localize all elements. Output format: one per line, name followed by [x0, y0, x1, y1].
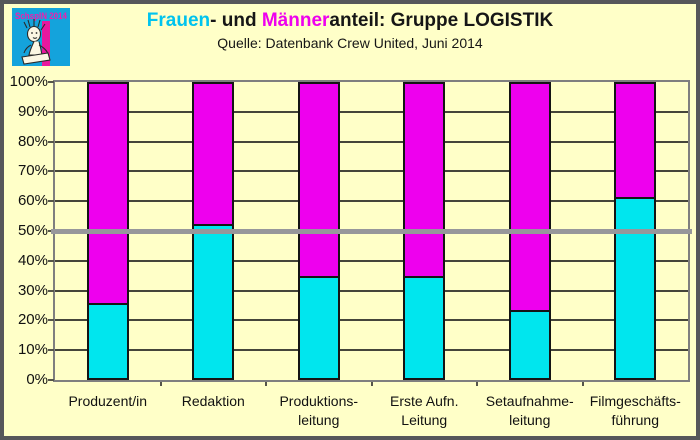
chart-header: Frauen- und Männeranteil: Gruppe LOGISTI…	[4, 10, 696, 51]
bar-frauen-segment	[86, 302, 129, 380]
schspin-logo-image: SchspIN 2014	[12, 8, 70, 66]
x-axis-label: Produzent/in	[53, 392, 163, 411]
y-axis-label: 20%	[17, 311, 48, 329]
y-axis-tick	[48, 140, 54, 143]
y-axis-label: 10%	[17, 341, 48, 359]
x-axis-tick	[476, 382, 478, 386]
x-axis-label: Produktions-leitung	[264, 392, 374, 430]
y-axis-label: 100%	[9, 73, 48, 90]
gridline	[55, 289, 688, 292]
chart-subtitle: Quelle: Datenbank Crew United, Juni 2014	[217, 35, 483, 51]
y-axis-label: 30%	[17, 281, 48, 299]
gridline	[55, 200, 688, 203]
gridline	[55, 349, 688, 352]
y-axis-label: 0%	[26, 371, 48, 388]
fifty-percent-reference-line	[51, 228, 692, 234]
title-part: anteil: Gruppe LOGISTIK	[329, 10, 554, 31]
x-axis-label-line: Redaktion	[181, 393, 245, 409]
title-part: Männer	[261, 10, 330, 31]
y-axis-tick	[48, 319, 54, 322]
x-axis-tick	[159, 382, 162, 386]
gridline	[55, 140, 688, 143]
gridline	[55, 170, 688, 173]
y-axis-tick	[48, 259, 54, 262]
x-axis-label: Setaufnahme-leitung	[475, 392, 585, 430]
plot-area	[51, 80, 692, 382]
y-axis-label: 60%	[17, 192, 48, 210]
bar-frauen-segment	[403, 275, 446, 380]
x-axis-label-line: Erste Aufn.	[390, 393, 459, 409]
y-axis-label: 50%	[17, 222, 48, 239]
y-axis-tick	[48, 110, 54, 113]
x-axis-label-line: leitung	[509, 412, 551, 428]
y-axis-label: 80%	[17, 132, 48, 150]
x-axis-tick	[265, 382, 267, 386]
bar-frauen-segment	[508, 309, 551, 380]
title-part: - und	[210, 10, 262, 31]
x-axis-tick	[370, 382, 373, 386]
y-axis-tick	[48, 170, 54, 173]
x-axis-label-line: führung	[611, 412, 659, 428]
x-axis-label-line: Filmgeschäfts-	[589, 393, 681, 409]
x-axis-label-line: Produktions-	[279, 393, 359, 409]
y-axis-tick	[48, 289, 54, 292]
logo-text: SchspIN 2014	[15, 11, 67, 21]
y-axis-tick	[48, 379, 54, 381]
schspin-logo: SchspIN 2014	[12, 8, 70, 66]
gridline	[55, 319, 688, 322]
gridline	[55, 259, 688, 262]
logo-figure-sketch	[21, 19, 51, 65]
bar-frauen-segment	[614, 196, 657, 380]
x-axis-label-line: Setaufnahme-	[485, 393, 574, 409]
y-axis-label: 40%	[17, 251, 48, 269]
x-axis-label: Redaktion	[158, 392, 268, 411]
y-axis-tick	[48, 349, 54, 352]
logo-stripe	[42, 21, 50, 66]
y-axis-label: 90%	[17, 102, 48, 120]
x-axis-tick	[581, 382, 584, 386]
x-axis-label-line: Leitung	[401, 412, 448, 428]
title-part: Frauen	[146, 10, 211, 31]
y-axis-tick	[48, 81, 54, 83]
x-axis-label-line: Produzent/in	[68, 393, 148, 409]
y-axis-tick	[48, 200, 54, 203]
gridline	[55, 110, 688, 113]
x-axis-label: Erste Aufn. Leitung	[369, 392, 479, 430]
bar-frauen-segment	[297, 275, 340, 380]
x-axis-label: Filmgeschäfts-führung	[580, 392, 690, 430]
x-axis-label-line: leitung	[298, 412, 340, 428]
bar-frauen-segment	[192, 223, 235, 380]
y-axis-label: 70%	[17, 162, 48, 180]
chart-title: Frauen- und Männeranteil: Gruppe LOGISTI…	[4, 10, 696, 32]
